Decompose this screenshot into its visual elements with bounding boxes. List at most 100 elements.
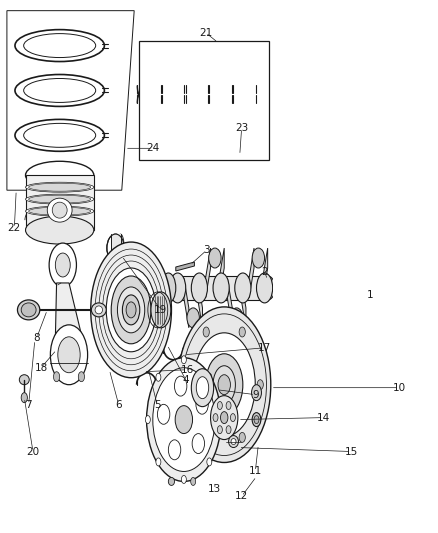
Text: 15: 15 (345, 447, 358, 457)
Ellipse shape (28, 183, 91, 191)
Ellipse shape (260, 276, 275, 300)
Ellipse shape (252, 413, 261, 426)
Ellipse shape (217, 426, 223, 434)
Ellipse shape (220, 411, 228, 424)
Text: 12: 12 (235, 491, 248, 502)
Ellipse shape (153, 368, 215, 472)
Ellipse shape (192, 434, 205, 454)
Ellipse shape (156, 373, 161, 381)
Polygon shape (176, 262, 194, 271)
Ellipse shape (211, 395, 238, 440)
Ellipse shape (203, 327, 209, 337)
Ellipse shape (24, 123, 95, 147)
Text: 13: 13 (208, 484, 222, 495)
Ellipse shape (161, 276, 176, 300)
Ellipse shape (24, 78, 95, 102)
Bar (168, 276, 268, 300)
Ellipse shape (230, 414, 235, 422)
Ellipse shape (91, 242, 171, 378)
Ellipse shape (47, 198, 72, 222)
Ellipse shape (207, 458, 212, 466)
Bar (110, 234, 120, 262)
Ellipse shape (55, 253, 70, 277)
Ellipse shape (95, 306, 102, 314)
Ellipse shape (213, 414, 218, 422)
Text: 11: 11 (249, 466, 262, 477)
Ellipse shape (28, 195, 91, 203)
Ellipse shape (185, 379, 191, 390)
Ellipse shape (251, 385, 261, 401)
Ellipse shape (193, 333, 255, 437)
Text: 3: 3 (204, 245, 210, 255)
Ellipse shape (196, 377, 208, 399)
Ellipse shape (111, 276, 151, 344)
Ellipse shape (25, 206, 94, 216)
Ellipse shape (168, 478, 174, 486)
Text: 2: 2 (261, 267, 268, 277)
Ellipse shape (213, 366, 235, 403)
Ellipse shape (117, 234, 124, 262)
Ellipse shape (25, 161, 94, 189)
Ellipse shape (106, 268, 156, 352)
Text: 16: 16 (180, 365, 194, 375)
Ellipse shape (208, 248, 221, 268)
Ellipse shape (170, 273, 186, 303)
Ellipse shape (21, 393, 28, 402)
Ellipse shape (168, 440, 181, 460)
Ellipse shape (213, 273, 229, 303)
Polygon shape (249, 248, 254, 298)
Ellipse shape (92, 303, 106, 317)
Ellipse shape (157, 405, 170, 424)
Ellipse shape (78, 372, 85, 382)
Ellipse shape (257, 379, 263, 390)
Polygon shape (198, 278, 202, 328)
Ellipse shape (52, 202, 67, 218)
Text: 18: 18 (35, 363, 48, 373)
Ellipse shape (174, 376, 187, 396)
Ellipse shape (229, 435, 239, 448)
Ellipse shape (58, 337, 80, 373)
Text: 24: 24 (146, 143, 159, 154)
Ellipse shape (196, 394, 208, 414)
Text: 9: 9 (252, 390, 258, 400)
Text: 6: 6 (115, 400, 122, 410)
Ellipse shape (239, 432, 245, 442)
Ellipse shape (178, 307, 271, 463)
Ellipse shape (191, 369, 214, 407)
Polygon shape (263, 248, 268, 298)
Text: 10: 10 (393, 383, 406, 393)
Ellipse shape (15, 119, 104, 151)
Polygon shape (241, 278, 246, 328)
Ellipse shape (24, 34, 95, 58)
Text: 19: 19 (154, 305, 167, 315)
Ellipse shape (53, 372, 60, 382)
Ellipse shape (239, 327, 245, 337)
Ellipse shape (126, 302, 136, 318)
Ellipse shape (226, 426, 231, 434)
Ellipse shape (25, 182, 94, 192)
Ellipse shape (151, 292, 171, 328)
Polygon shape (7, 11, 134, 190)
Ellipse shape (257, 273, 272, 303)
Ellipse shape (19, 375, 29, 385)
Ellipse shape (175, 406, 193, 433)
Ellipse shape (226, 401, 231, 409)
Polygon shape (227, 278, 232, 328)
Ellipse shape (191, 273, 208, 303)
Polygon shape (184, 278, 189, 328)
Ellipse shape (187, 308, 199, 328)
Ellipse shape (254, 416, 259, 424)
Ellipse shape (217, 401, 223, 409)
Ellipse shape (25, 216, 94, 244)
Ellipse shape (18, 300, 40, 320)
Ellipse shape (217, 416, 223, 424)
Text: 22: 22 (8, 223, 21, 233)
Text: 4: 4 (182, 375, 189, 385)
Ellipse shape (191, 478, 196, 486)
Ellipse shape (161, 273, 176, 303)
Ellipse shape (218, 375, 230, 394)
Ellipse shape (207, 373, 212, 381)
Text: 1: 1 (367, 290, 374, 300)
Ellipse shape (145, 416, 150, 424)
Bar (25, 175, 94, 230)
